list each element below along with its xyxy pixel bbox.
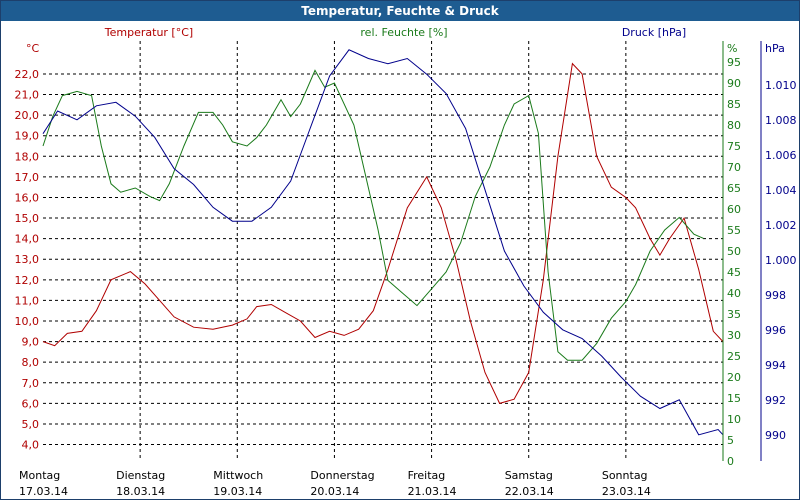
pressure-tick-label: 996 [765,324,786,337]
humidity-tick-label: 0 [727,455,734,468]
humidity-tick-label: 20 [727,371,741,384]
humidity-tick-label: 40 [727,287,741,300]
series-lines [42,49,724,436]
day-name-label: Samstag [505,469,553,482]
temperature-tick-label: 19,0 [15,130,40,143]
temperature-unit-label: °C [26,42,40,55]
pressure-tick-label: 1.000 [765,254,797,267]
temperature-line [42,62,724,404]
temperature-tick-label: 14,0 [15,233,40,246]
temperature-tick-label: 12,0 [15,274,40,287]
temperature-tick-label: 17,0 [15,171,40,184]
humidity-tick-label: 90 [727,77,741,90]
humidity-tick-label: 10 [727,413,741,426]
day-date-label: 20.03.14 [310,485,359,498]
temperature-tick-label: 6,0 [22,397,40,410]
humidity-tick-label: 60 [727,203,741,216]
pressure-tick-label: 990 [765,429,786,442]
temperature-tick-label: 20,0 [15,109,40,122]
day-name-label: Dienstag [116,469,165,482]
humidity-tick-label: 35 [727,308,741,321]
humidity-tick-label: 15 [727,392,741,405]
humidity-unit-label: % [727,42,737,55]
pressure-tick-label: 992 [765,394,786,407]
humidity-axis-title: rel. Feuchte [%] [360,26,447,39]
day-name-label: Donnerstag [310,469,374,482]
axes: 4,0 5,0 6,0 7,0 8,0 9,0 10,0 11,0 12,0 13,0 14,0 15… [15,26,797,498]
humidity-tick-label: 50 [727,245,741,258]
temperature-tick-label: 10,0 [15,315,40,328]
pressure-tick-label: 1.010 [765,79,797,92]
temperature-axis-title: Temperatur [°C] [104,26,193,39]
humidity-tick-label: 5 [727,434,734,447]
humidity-tick-label: 30 [727,329,741,342]
humidity-tick-label: 75 [727,140,741,153]
pressure-tick-label: 998 [765,289,786,302]
temperature-tick-label: 18,0 [15,150,40,163]
pressure-tick-label: 1.002 [765,219,797,232]
day-date-label: 19.03.14 [213,485,262,498]
pressure-tick-label: 1.008 [765,114,797,127]
day-date-label: 23.03.14 [602,485,651,498]
temperature-tick-label: 13,0 [15,253,40,266]
humidity-tick-label: 55 [727,224,741,237]
day-date-label: 21.03.14 [408,485,457,498]
temperature-tick-label: 11,0 [15,294,40,307]
day-name-label: Montag [19,469,60,482]
day-date-label: 18.03.14 [116,485,165,498]
humidity-tick-label: 65 [727,182,741,195]
humidity-tick-label: 80 [727,119,741,132]
humidity-line [42,69,704,361]
pressure-tick-label: 1.006 [765,149,797,162]
grid [43,41,723,461]
humidity-tick-label: 95 [727,56,741,69]
day-name-label: Sonntag [602,469,648,482]
pressure-tick-label: 1.004 [765,184,797,197]
humidity-tick-label: 85 [727,98,741,111]
pressure-unit-label: hPa [765,42,785,55]
temperature-tick-label: 8,0 [22,356,40,369]
temperature-tick-label: 9,0 [22,336,40,349]
temperature-tick-label: 4,0 [22,439,40,452]
day-date-label: 17.03.14 [19,485,68,498]
window-title: Temperatur, Feuchte & Druck [1,1,799,21]
temperature-tick-label: 22,0 [15,68,40,81]
temperature-tick-label: 21,0 [15,89,40,102]
pressure-tick-label: 994 [765,359,786,372]
pressure-line [42,49,724,436]
humidity-tick-label: 25 [727,350,741,363]
temperature-tick-label: 7,0 [22,377,40,390]
temperature-tick-label: 15,0 [15,212,40,225]
pressure-axis-title: Druck [hPa] [622,26,686,39]
day-name-label: Mittwoch [213,469,263,482]
humidity-tick-label: 70 [727,161,741,174]
day-date-label: 22.03.14 [505,485,554,498]
day-name-label: Freitag [408,469,446,482]
temperature-tick-label: 16,0 [15,191,40,204]
temperature-tick-label: 5,0 [22,418,40,431]
humidity-tick-label: 45 [727,266,741,279]
